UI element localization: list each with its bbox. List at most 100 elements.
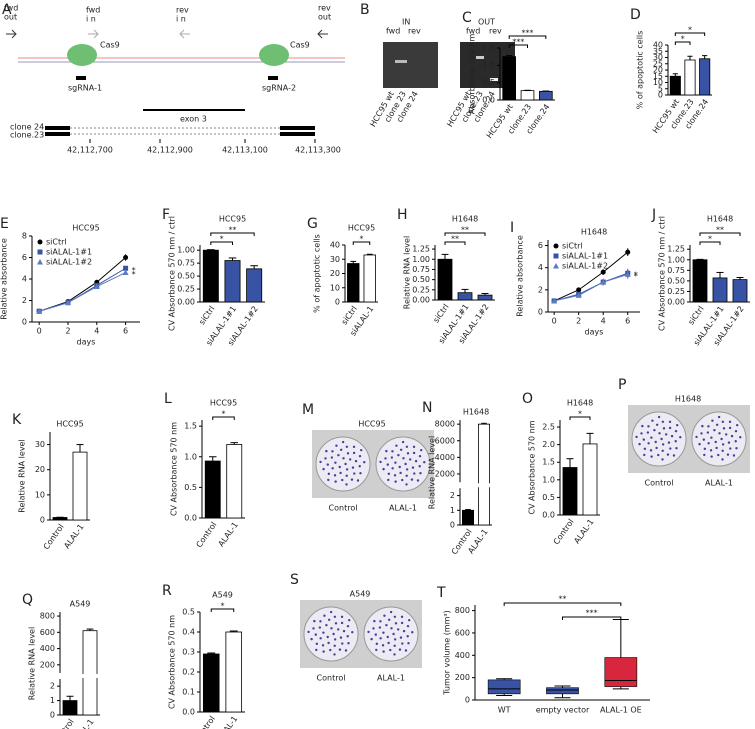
colony <box>383 614 386 617</box>
significance-bracket <box>699 232 741 236</box>
y-tick-label: 0.25 <box>667 287 685 296</box>
y-tick-label: 30 <box>35 440 45 449</box>
legend-label: siCtrl <box>562 242 583 251</box>
y-axis-label: % of apoptotic cells <box>313 234 322 313</box>
y-tick-label: 2.5 <box>542 423 555 432</box>
significance-bracket <box>508 44 528 48</box>
colony <box>339 636 343 639</box>
colony <box>711 419 714 422</box>
point <box>575 292 582 298</box>
colony <box>398 465 401 469</box>
panel-letter: S <box>290 572 299 588</box>
band <box>490 78 498 81</box>
bar <box>477 423 490 526</box>
gel-label: IN <box>402 18 410 27</box>
y-tick-label: 6 <box>22 253 27 262</box>
colony <box>668 420 672 424</box>
y-tick-label: 1.0 <box>482 61 495 70</box>
significance-label: *** <box>512 38 524 47</box>
y-tick-label: 0 <box>40 516 45 525</box>
colony <box>334 480 337 483</box>
colony <box>385 623 388 627</box>
primer-label: rev <box>176 6 189 15</box>
colony <box>717 453 720 457</box>
colony <box>701 424 704 428</box>
colony <box>735 446 738 450</box>
plate-title: A549 <box>350 590 371 599</box>
y-tick-label: 8000 <box>435 420 455 429</box>
colony <box>315 648 318 652</box>
point <box>93 283 100 290</box>
colony <box>344 649 348 652</box>
chart-title: HCC95 <box>72 224 99 233</box>
colony <box>335 444 338 447</box>
plate-label: Control <box>317 674 346 683</box>
significance-label: ** <box>229 226 237 235</box>
colony <box>352 445 356 449</box>
colony <box>412 445 416 449</box>
clone-label: clone 24 <box>10 123 44 132</box>
colony <box>414 459 418 463</box>
colony <box>718 432 721 435</box>
colony <box>707 425 710 428</box>
colony <box>386 463 389 466</box>
y-tick-label: 30 <box>330 255 340 264</box>
colony <box>312 627 315 630</box>
significance-label: * <box>220 235 224 244</box>
bar <box>684 59 696 96</box>
bar <box>363 254 376 303</box>
colony <box>418 454 422 458</box>
band <box>395 60 407 63</box>
colony <box>384 457 387 460</box>
panel-letter: L <box>164 391 172 407</box>
colony <box>339 448 343 452</box>
colony <box>739 436 742 439</box>
panel-letter: K <box>12 412 22 428</box>
colony <box>342 457 345 460</box>
y-tick-label: 0.4 <box>182 628 195 637</box>
series-line <box>39 257 126 312</box>
bar <box>582 443 598 516</box>
clone-track <box>280 132 315 136</box>
colony <box>330 627 333 630</box>
y-tick-label: 2000 <box>435 469 455 478</box>
arrow <box>179 29 190 39</box>
y-tick-label: 40 <box>653 41 663 50</box>
y-axis-label: CV Absorbance 570 nm / ctrl <box>168 216 177 331</box>
colony <box>322 650 325 653</box>
panel-letter: I <box>510 220 514 236</box>
colony <box>342 629 346 633</box>
colony <box>702 438 705 441</box>
point <box>624 271 631 277</box>
y-tick-label: 1.00 <box>412 255 430 264</box>
primer-label: rev <box>408 27 421 36</box>
chart-title: A549 <box>70 600 91 609</box>
colony <box>406 635 409 638</box>
y-tick-label: 10 <box>653 78 663 87</box>
chart-title: H1648 <box>567 399 593 408</box>
plate-title: HCC95 <box>358 420 385 429</box>
y-axis-label: Relative RNA level <box>428 436 437 509</box>
colony <box>418 465 421 468</box>
colony <box>651 419 654 422</box>
significance-label: * <box>681 35 685 44</box>
colony <box>394 480 397 483</box>
y-tick-label: 6 <box>538 241 543 250</box>
colony <box>329 610 333 614</box>
bar <box>225 631 243 713</box>
colony <box>674 429 678 433</box>
chart-title: H1648 <box>707 215 733 224</box>
significance-label: * <box>221 602 225 611</box>
x-tick-label: WT <box>498 706 511 715</box>
colony <box>714 440 717 444</box>
colony <box>399 448 403 452</box>
y-tick-label: 0.50 <box>412 275 430 284</box>
legend-marker <box>553 253 559 259</box>
colony <box>650 455 653 458</box>
colony <box>667 441 671 444</box>
significance-bracket <box>699 241 721 245</box>
coord-label: 42,112,700 <box>67 146 113 155</box>
colony <box>331 467 334 470</box>
bar <box>699 58 711 96</box>
colony <box>346 452 350 455</box>
